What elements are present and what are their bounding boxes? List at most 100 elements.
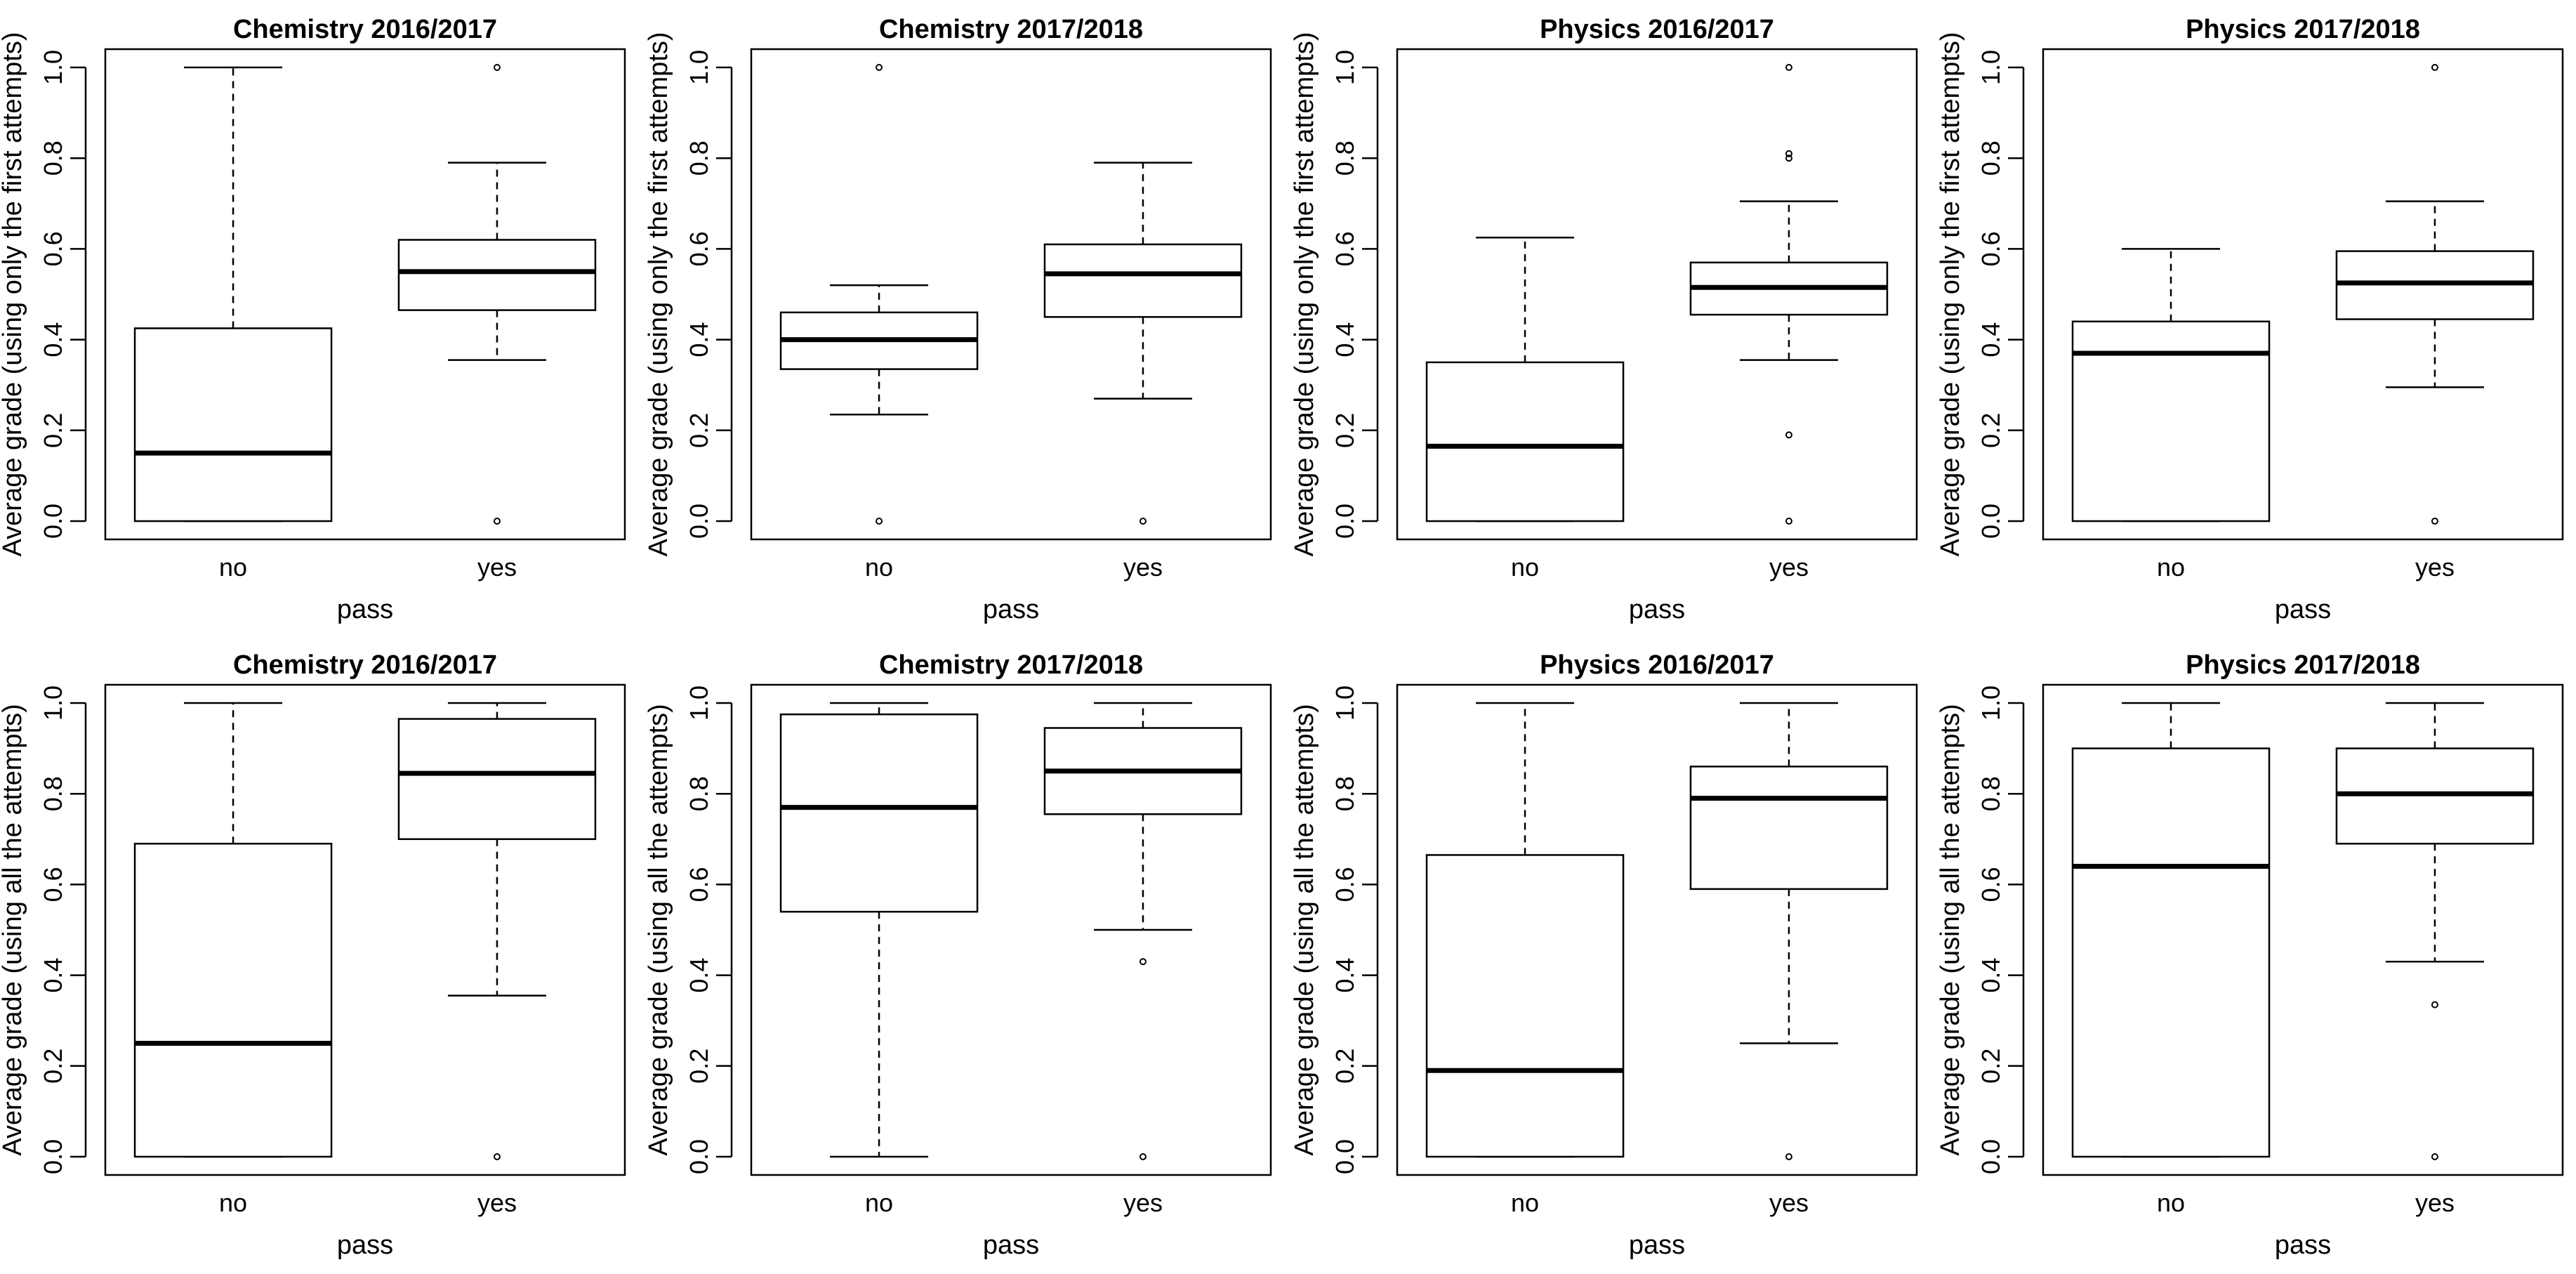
y-tick-label: 1.0 <box>1330 50 1359 85</box>
outlier-point <box>493 518 501 525</box>
y-tick-label: 1.0 <box>1330 685 1359 721</box>
y-tick-label: 0.6 <box>39 231 67 266</box>
outlier-point <box>1785 1153 1792 1160</box>
x-tick-label: no <box>219 553 247 582</box>
y-tick-label: 0.4 <box>39 958 67 993</box>
box-yes <box>397 239 597 311</box>
y-tick-label: 0.0 <box>685 1139 713 1174</box>
y-tick-label: 0.0 <box>39 1139 67 1174</box>
outlier-point <box>1139 518 1147 525</box>
x-tick-label: no <box>865 553 893 582</box>
y-axis-label: Average grade (using all the attempts) <box>1290 704 1319 1156</box>
y-tick-label: 0.6 <box>39 867 67 902</box>
x-tick-label: no <box>865 1188 893 1217</box>
y-tick-label: 1.0 <box>1976 685 2005 721</box>
y-tick-label: 0.4 <box>1330 322 1359 357</box>
y-axis-label: Average grade (using only the first atte… <box>1936 32 1965 556</box>
y-tick-label: 0.6 <box>1330 867 1359 902</box>
outlier-point <box>1785 431 1792 439</box>
outlier-point <box>2431 1153 2438 1160</box>
y-tick-label: 0.2 <box>685 413 713 448</box>
x-axis-label: pass <box>1629 1230 1685 1260</box>
y-tick-label: 1.0 <box>39 685 67 721</box>
outlier-point <box>876 64 883 71</box>
chart-title: Physics 2016/2017 <box>1540 650 1774 680</box>
box-yes <box>397 718 597 841</box>
y-tick-label: 0.4 <box>1330 958 1359 993</box>
y-tick-label: 0.2 <box>39 1049 67 1084</box>
outlier-point <box>493 1153 501 1160</box>
plot-frame <box>2042 683 2564 1176</box>
outlier-point <box>1785 64 1792 71</box>
y-tick-label: 0.2 <box>685 1049 713 1084</box>
y-tick-label: 0.0 <box>685 504 713 539</box>
y-tick-label: 0.4 <box>685 958 713 993</box>
outlier-point <box>1785 150 1792 157</box>
y-axis-label: Average grade (using only the first atte… <box>1290 32 1319 556</box>
y-tick-label: 1.0 <box>685 685 713 721</box>
y-tick-label: 0.8 <box>39 776 67 811</box>
y-tick-label: 0.6 <box>685 231 713 266</box>
x-axis-label: pass <box>2275 595 2331 624</box>
plot-frame <box>750 683 1272 1176</box>
outlier-point <box>2431 1001 2438 1009</box>
x-tick-label: yes <box>1123 1188 1163 1217</box>
box-no <box>2071 747 2271 1158</box>
outlier-point <box>876 518 883 525</box>
x-tick-label: yes <box>477 1188 517 1217</box>
chart-title: Physics 2017/2018 <box>2186 15 2420 44</box>
y-tick-label: 0.2 <box>1976 413 2005 448</box>
outlier-point <box>1139 1153 1147 1160</box>
x-tick-label: yes <box>1769 1188 1809 1217</box>
x-axis-label: pass <box>983 1230 1039 1260</box>
x-axis-label: pass <box>1629 595 1685 624</box>
plot-frame <box>2042 48 2564 541</box>
y-tick-label: 0.4 <box>1976 322 2005 357</box>
y-axis-label: Average grade (using only the first atte… <box>644 32 673 556</box>
y-tick-label: 0.2 <box>1330 413 1359 448</box>
outlier-point <box>2431 518 2438 525</box>
x-tick-label: yes <box>2415 553 2455 582</box>
y-tick-label: 0.0 <box>39 504 67 539</box>
y-axis-label: Average grade (using all the attempts) <box>1936 704 1965 1156</box>
chart-title: Chemistry 2016/2017 <box>233 15 497 44</box>
x-axis-label: pass <box>983 595 1039 624</box>
y-tick-label: 0.0 <box>1976 504 2005 539</box>
x-tick-label: no <box>219 1188 247 1217</box>
chart-title: Physics 2017/2018 <box>2186 650 2420 680</box>
x-tick-label: no <box>2157 1188 2185 1217</box>
y-axis-label: Average grade (using only the first atte… <box>0 32 27 556</box>
outlier-point <box>1785 155 1792 162</box>
y-tick-label: 0.0 <box>1976 1139 2005 1174</box>
x-tick-label: yes <box>477 553 517 582</box>
box-no <box>133 327 333 523</box>
y-tick-label: 0.4 <box>39 322 67 357</box>
outlier-point <box>2431 64 2438 71</box>
x-tick-label: yes <box>2415 1188 2455 1217</box>
x-axis-label: pass <box>337 1230 393 1260</box>
y-tick-label: 0.0 <box>1330 504 1359 539</box>
outlier-point <box>493 64 501 71</box>
y-tick-label: 1.0 <box>1976 50 2005 85</box>
outlier-point <box>1785 518 1792 525</box>
box-no <box>133 843 333 1158</box>
x-axis-label: pass <box>2275 1230 2331 1260</box>
box-no <box>1425 854 1625 1158</box>
y-tick-label: 0.8 <box>39 140 67 176</box>
box-no <box>1425 361 1625 523</box>
box-yes <box>1689 766 1889 891</box>
y-tick-label: 0.0 <box>1330 1139 1359 1174</box>
plot-frame <box>1396 48 1918 541</box>
y-tick-label: 1.0 <box>685 50 713 85</box>
chart-title: Chemistry 2017/2018 <box>879 15 1143 44</box>
plot-frame <box>104 48 626 541</box>
plot-frame <box>104 683 626 1176</box>
y-tick-label: 0.2 <box>39 413 67 448</box>
chart-title: Chemistry 2016/2017 <box>233 650 497 680</box>
y-tick-label: 0.2 <box>1330 1049 1359 1084</box>
y-tick-label: 0.8 <box>685 140 713 176</box>
x-axis-label: pass <box>337 595 393 624</box>
y-axis-label: Average grade (using all the attempts) <box>0 704 27 1156</box>
y-tick-label: 0.4 <box>1976 958 2005 993</box>
